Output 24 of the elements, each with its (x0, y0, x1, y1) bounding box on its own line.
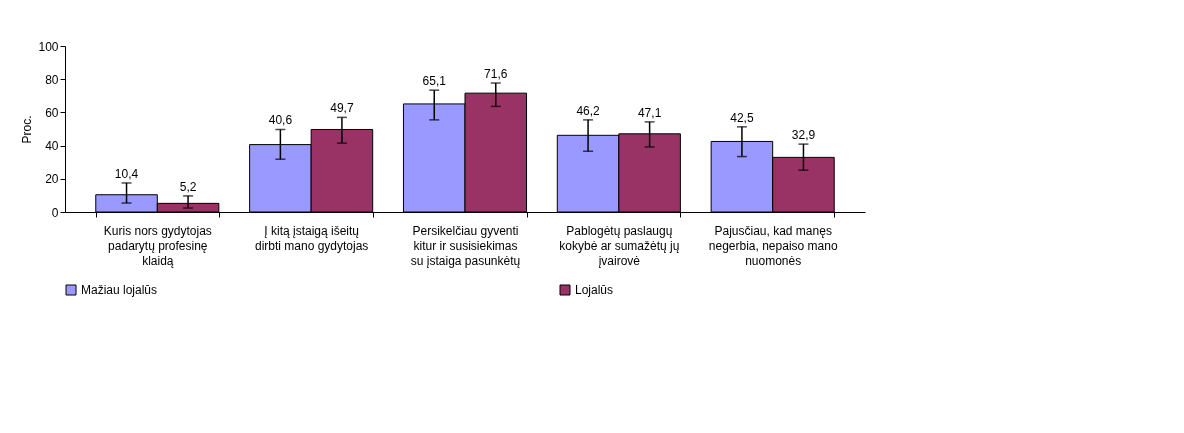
x-tick-label: Pajusčiau, kad manęs negerbia, nepaiso mano nuomonės (708, 223, 838, 268)
y-tick-label: 40 (45, 139, 59, 154)
legend-label: Mažiau lojalūs (81, 283, 158, 297)
data-label: 65,1 (422, 74, 447, 89)
y-tick-label: 80 (45, 72, 59, 87)
legend-label: Lojalūs (575, 283, 614, 297)
data-label: 42,5 (730, 110, 754, 125)
y-tick-label: 0 (51, 205, 59, 220)
data-label: 5,2 (179, 179, 197, 194)
x-tick-label: Persikelčiau gyventi kitur ir susisiekimas su įstaiga pasunkėtų (410, 223, 521, 268)
x-tick-label: Kuris nors gydytojas padarytų profesinę klaidą (103, 223, 212, 268)
data-label: 46,2 (576, 103, 601, 118)
x-tick-label: Į kitą įstaigą išeitų dirbti mano gydytojas (254, 223, 369, 253)
data-label: 10,4 (114, 166, 139, 181)
y-tick-label: 60 (45, 105, 59, 120)
data-label: 32,9 (791, 128, 816, 143)
x-tick-label: Pablogėtų paslaugų kokybė ar sumažėtų jų įvairovė (559, 223, 680, 268)
data-label: 40,6 (268, 113, 293, 128)
y-tick-label: 100 (38, 39, 59, 54)
data-label: 49,7 (330, 101, 354, 116)
data-label: 47,1 (637, 105, 662, 120)
y-axis-title: Proc. (20, 115, 35, 144)
y-tick-label: 20 (45, 172, 59, 187)
data-label: 71,6 (484, 67, 508, 82)
